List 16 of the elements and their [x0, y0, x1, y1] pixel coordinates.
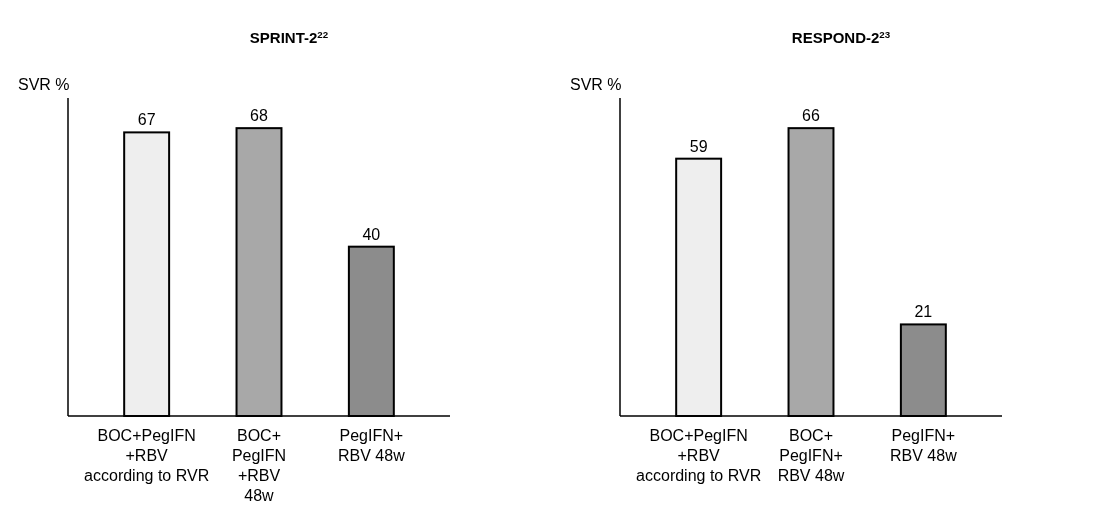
- y-axis-title: SVR %: [570, 76, 622, 93]
- x-tick-label: BOC+ PegIFN +RBV 48w: [231, 427, 287, 504]
- data-label: 68: [250, 107, 268, 125]
- data-label: 21: [914, 303, 933, 321]
- x-tick-label: BOC+PegIFN +RBV according to RVR: [636, 427, 762, 484]
- x-tick-label: PegIFN+ RBV 48w: [338, 427, 406, 464]
- data-label: 59: [689, 137, 708, 155]
- y-axis-title: SVR %: [18, 76, 70, 93]
- data-label: 67: [137, 111, 156, 129]
- data-label: 40: [362, 225, 381, 243]
- chart-title: RESPOND-2$^{23}$: [791, 28, 891, 46]
- data-label: 66: [802, 107, 820, 125]
- x-tick-label: BOC+PegIFN +RBV according to RVR: [84, 427, 210, 484]
- chart-title: SPRINT-2$^{22}$: [249, 28, 329, 46]
- x-tick-label: BOC+ PegIFN+ RBV 48w: [777, 427, 845, 484]
- x-tick-label: PegIFN+ RBV 48w: [890, 427, 958, 464]
